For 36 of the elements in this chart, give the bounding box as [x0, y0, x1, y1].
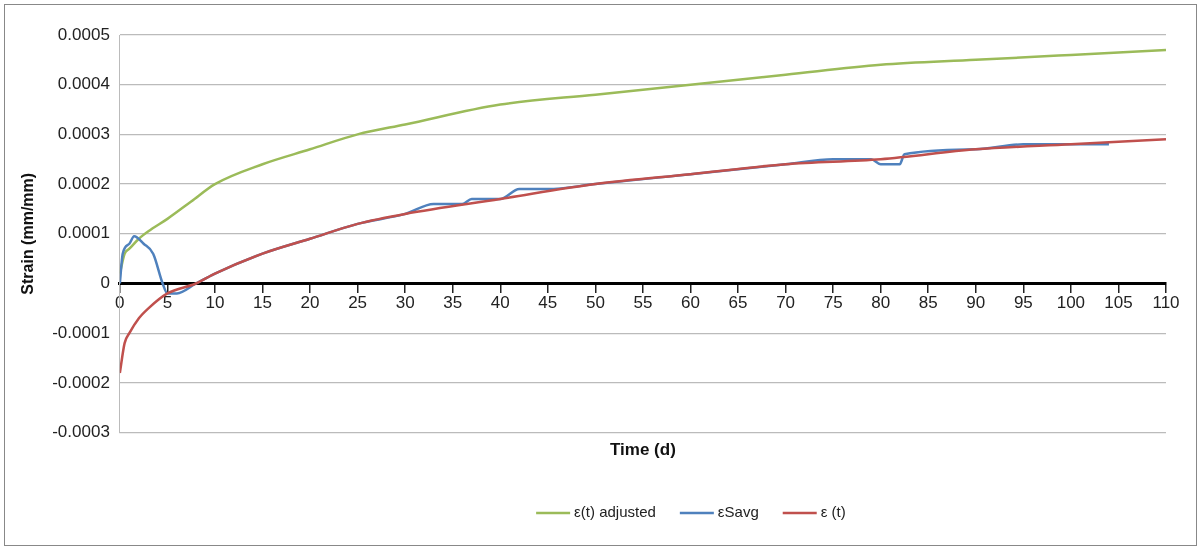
x-tick-label: 25 [348, 293, 368, 313]
x-tick-label: 45 [538, 293, 558, 313]
y-axis-title: Strain (mm/mm) [19, 172, 37, 295]
x-tick-label: 75 [823, 293, 843, 313]
x-tick-label: 30 [395, 293, 415, 313]
x-tick-label: 15 [253, 293, 272, 313]
y-tick-label: 0.0002 [57, 173, 110, 193]
y-tick-label: -0.0002 [52, 372, 110, 392]
x-tick-label: 80 [871, 293, 891, 313]
y-tick-label: -0.0001 [52, 322, 110, 342]
y-tick-label: 0 [100, 273, 110, 293]
x-tick-label: 40 [490, 293, 510, 313]
x-tick-label: 35 [443, 293, 463, 313]
x-tick-label: 100 [1056, 293, 1086, 313]
x-tick-label: 65 [728, 293, 748, 313]
x-tick-label: 90 [966, 293, 986, 313]
y-tick-label: 0.0005 [57, 24, 110, 44]
y-tick-label: -0.0003 [52, 422, 110, 442]
legend-label: εSavg [717, 503, 759, 521]
x-axis-title: Time (d) [610, 440, 676, 460]
legend-label: ε(t) adjusted [574, 503, 656, 521]
x-tick-label: 20 [300, 293, 320, 313]
x-tick-label: 55 [633, 293, 653, 313]
x-tick-label: 5 [162, 293, 173, 313]
x-tick-label: 105 [1104, 293, 1133, 313]
x-tick-label: 60 [681, 293, 700, 313]
x-tick-label: 70 [776, 293, 796, 313]
x-tick-label: 85 [918, 293, 938, 313]
y-tick-label: 0.0004 [57, 74, 110, 94]
x-tick-label: 110 [1152, 293, 1180, 313]
x-tick-label: 95 [1013, 293, 1033, 313]
x-tick-label: 10 [205, 293, 225, 313]
x-tick-label: 50 [585, 293, 605, 313]
legend-label: ε (t) [820, 503, 846, 521]
y-tick-label: 0.0003 [57, 124, 110, 144]
y-tick-label: 0.0001 [57, 223, 110, 243]
